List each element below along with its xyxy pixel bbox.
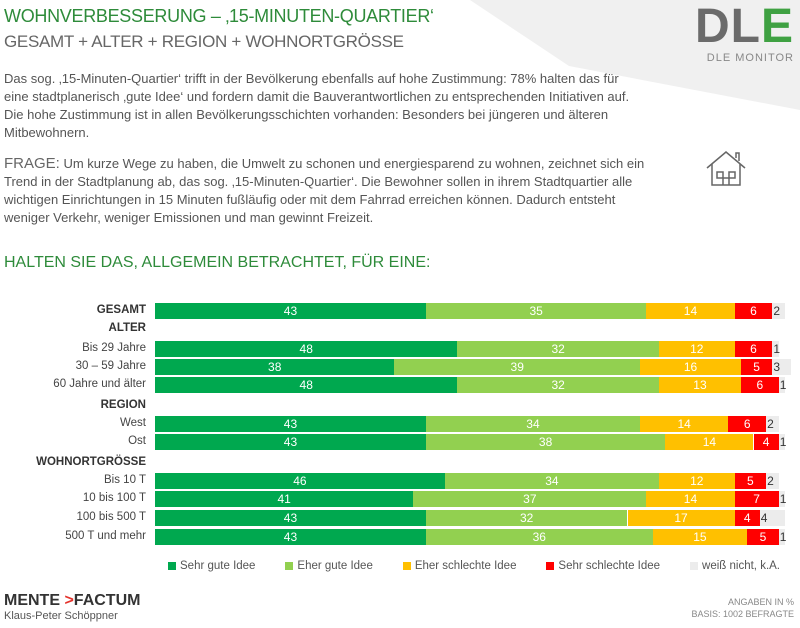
bar-segment-eher-gute-idee: 39	[394, 359, 641, 375]
note-units: ANGABEN IN %	[727, 597, 794, 607]
bar-segment-eher-gute-idee: 32	[425, 510, 628, 526]
bar-segment-sehr-schlechte-idee: 5	[734, 473, 767, 489]
row-label: 10 bis 100 T	[82, 492, 146, 504]
bar-segment-sehr-gute-idee: 43	[155, 303, 426, 319]
bar-segment-eher-schlechte-idee: 14	[646, 491, 735, 507]
bar-segment-eher-gute-idee: 32	[457, 377, 659, 393]
bar-segment-eher-schlechte-idee: 12	[659, 473, 735, 489]
bar-segment-wei-nicht-k-a-: 1	[778, 377, 787, 393]
legend-item: weiß nicht, k.A.	[690, 560, 780, 572]
bar-segment-sehr-schlechte-idee: 6	[734, 341, 773, 357]
dle-logo: DLE DLE MONITOR	[695, 0, 794, 65]
bar-segment-wei-nicht-k-a-: 2	[772, 303, 785, 319]
bar-segment-sehr-gute-idee: 48	[155, 341, 458, 357]
bar-segment-sehr-gute-idee: 43	[155, 529, 426, 545]
legend-swatch	[168, 562, 176, 570]
row-label: Ost	[128, 435, 146, 447]
legend-swatch	[285, 562, 294, 570]
bar-segment-sehr-schlechte-idee: 6	[728, 416, 767, 432]
legend-item: Eher schlechte Idee	[402, 560, 517, 572]
bar-segment-wei-nicht-k-a-: 2	[766, 473, 779, 489]
row-label: 60 Jahre und älter	[53, 378, 146, 390]
author: Klaus-Peter Schöppner	[4, 610, 118, 622]
bar-segment-sehr-schlechte-idee: 7	[734, 491, 779, 507]
mente-factum-logo: MENTE >FACTUM Klaus-Peter Schöppner	[4, 592, 141, 622]
bar-segment-eher-gute-idee: 38	[425, 434, 666, 450]
legend-label: Sehr schlechte Idee	[558, 560, 661, 572]
legend-label: Eher gute Idee	[297, 560, 373, 572]
bar-segment-sehr-schlechte-idee: 5	[747, 529, 779, 545]
legend-swatch	[546, 562, 555, 570]
legend-item: Sehr gute Idee	[168, 560, 255, 572]
bar-segment-sehr-schlechte-idee: 4	[734, 510, 760, 526]
bar-segment-wei-nicht-k-a-: 1	[772, 341, 781, 357]
logo-caption: DLE MONITOR	[706, 52, 794, 64]
bar-segment-sehr-schlechte-idee: 6	[740, 377, 779, 393]
bar-segment-eher-schlechte-idee: 13	[659, 377, 741, 393]
bar-segment-wei-nicht-k-a-: 4	[759, 510, 785, 526]
bar-segment-sehr-gute-idee: 43	[155, 434, 426, 450]
legend-item: Sehr schlechte Idee	[546, 560, 660, 572]
row-label: 30 – 59 Jahre	[75, 360, 146, 372]
legend-label: Eher schlechte Idee	[414, 560, 517, 572]
bar-segment-eher-gute-idee: 34	[425, 416, 641, 432]
row-label: WOHNORTGRÖSSE	[36, 456, 146, 468]
bar-segment-eher-schlechte-idee: 14	[665, 434, 754, 450]
brand-right: FACTUM	[73, 592, 141, 609]
legend-item: Eher gute Idee	[285, 560, 373, 572]
intro-text: Das sog. ‚15-Minuten-Quartier‘ trifft in…	[4, 71, 630, 140]
question-body: Um kurze Wege zu haben, die Umwelt zu sc…	[4, 156, 645, 225]
bar-segment-eher-schlechte-idee: 12	[659, 341, 735, 357]
legend-swatch	[402, 562, 411, 570]
row-label: GESAMT	[96, 304, 146, 316]
row-label: Bis 29 Jahre	[82, 342, 146, 354]
bar-segment-eher-gute-idee: 35	[425, 303, 647, 319]
bar-segment-wei-nicht-k-a-: 1	[778, 434, 787, 450]
bar-segment-sehr-gute-idee: 41	[155, 491, 414, 507]
legend-swatch	[690, 562, 699, 570]
bar-segment-sehr-schlechte-idee: 4	[753, 434, 779, 450]
bar-segment-eher-schlechte-idee: 14	[646, 303, 735, 319]
legend-label: Sehr gute Idee	[180, 560, 256, 572]
bar-segment-eher-gute-idee: 32	[457, 341, 659, 357]
row-label: Bis 10 T	[104, 474, 146, 486]
bar-segment-eher-schlechte-idee: 14	[640, 416, 729, 432]
legend-label: weiß nicht, k.A.	[702, 560, 780, 572]
footnote: ANGABEN IN % BASIS: 1002 BEFRAGTE	[691, 596, 794, 620]
note-basis: BASIS: 1002 BEFRAGTE	[691, 609, 794, 619]
row-label: ALTER	[108, 322, 146, 334]
bar-segment-sehr-gute-idee: 43	[155, 510, 426, 526]
row-label: 500 T und mehr	[65, 530, 146, 542]
bar-segment-wei-nicht-k-a-: 3	[772, 359, 792, 375]
question-lead: FRAGE:	[4, 155, 60, 172]
page-title: WOHNVERBESSERUNG – ‚15-MINUTEN-QUARTIER‘	[4, 6, 434, 26]
bar-segment-sehr-schlechte-idee: 5	[740, 359, 773, 375]
chart-title: HALTEN SIE DAS, ALLGEMEIN BETRACHTET, FÜ…	[4, 254, 431, 271]
bar-segment-sehr-schlechte-idee: 6	[734, 303, 773, 319]
page-subtitle: GESAMT + ALTER + REGION + WOHNORTGRÖSSE	[4, 32, 404, 51]
legend: Sehr gute Idee Eher gute Idee Eher schlech…	[168, 560, 780, 572]
bar-segment-eher-gute-idee: 37	[413, 491, 647, 507]
bar-segment-sehr-gute-idee: 38	[155, 359, 395, 375]
bar-segment-sehr-gute-idee: 46	[155, 473, 445, 489]
bar-segment-eher-gute-idee: 34	[444, 473, 659, 489]
house-icon	[704, 148, 748, 193]
bar-segment-eher-schlechte-idee: 16	[640, 359, 741, 375]
bar-segment-eher-gute-idee: 36	[425, 529, 653, 545]
brand-left: MENTE	[4, 592, 60, 609]
row-label: 100 bis 500 T	[76, 511, 146, 523]
bar-segment-eher-schlechte-idee: 17	[627, 510, 735, 526]
bar-segment-sehr-gute-idee: 43	[155, 416, 426, 432]
bar-segment-wei-nicht-k-a-: 1	[778, 529, 787, 545]
row-label: West	[120, 417, 146, 429]
row-label: REGION	[100, 399, 146, 411]
bar-segment-wei-nicht-k-a-: 1	[778, 491, 787, 507]
question-text: FRAGE: Um kurze Wege zu haben, die Umwel…	[4, 155, 654, 227]
bar-segment-sehr-gute-idee: 48	[155, 377, 458, 393]
bar-segment-eher-schlechte-idee: 15	[652, 529, 748, 545]
bar-segment-wei-nicht-k-a-: 2	[766, 416, 779, 432]
